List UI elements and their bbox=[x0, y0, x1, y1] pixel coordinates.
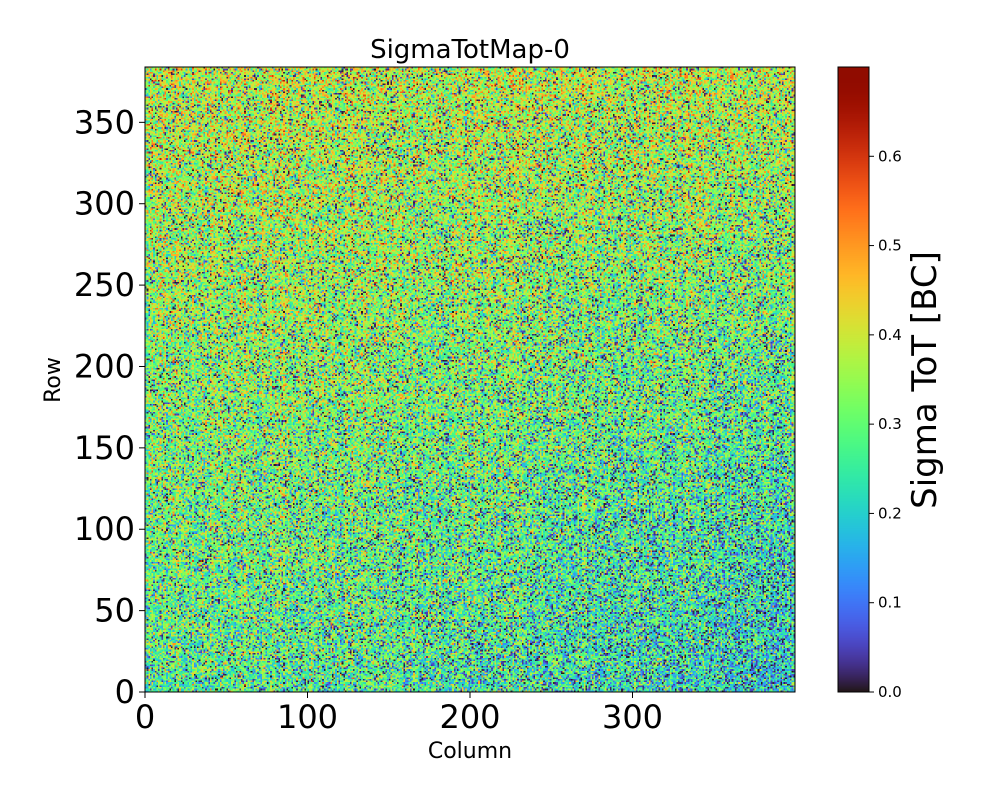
colorbar-tick-label: 0.0 bbox=[878, 683, 902, 701]
plot-frame bbox=[144, 66, 796, 693]
colorbar-ticks: 0.0 0.1 0.2 0.3 0.4 0.5 0.6 bbox=[869, 147, 902, 701]
colorbar-tick-label: 0.5 bbox=[878, 237, 902, 255]
colorbar-tick-label: 0.3 bbox=[878, 415, 902, 433]
y-tick-label: 250 bbox=[74, 266, 135, 304]
x-tick-label: 300 bbox=[602, 698, 663, 736]
x-tick-label: 200 bbox=[439, 698, 500, 736]
y-axis-ticks: 0 50 100 150 200 250 300 350 bbox=[74, 103, 145, 711]
x-tick-label: 100 bbox=[277, 698, 338, 736]
y-tick-label: 350 bbox=[74, 103, 135, 141]
x-tick-label: 0 bbox=[135, 698, 155, 736]
colorbar-tick-label: 0.1 bbox=[878, 594, 902, 612]
colorbar-frame bbox=[837, 66, 870, 693]
x-axis-label: Column bbox=[428, 739, 512, 764]
colorbar-label: Sigma ToT [BC] bbox=[905, 251, 945, 509]
y-tick-label: 200 bbox=[74, 347, 135, 385]
y-tick-label: 300 bbox=[74, 185, 135, 223]
y-tick-label: 150 bbox=[74, 429, 135, 467]
colorbar-tick-label: 0.2 bbox=[878, 504, 902, 522]
y-tick-label: 0 bbox=[115, 673, 135, 711]
y-tick-label: 100 bbox=[74, 510, 135, 548]
heatmap-image bbox=[145, 67, 795, 692]
y-tick-label: 50 bbox=[94, 592, 135, 630]
colorbar-gradient bbox=[838, 67, 869, 692]
colorbar-tick-label: 0.4 bbox=[878, 326, 902, 344]
colorbar-tick-label: 0.6 bbox=[878, 147, 902, 165]
y-axis-label: Row bbox=[41, 357, 66, 403]
chart-title: SigmaTotMap-0 bbox=[370, 35, 570, 65]
x-axis-ticks: 0 100 200 300 bbox=[135, 692, 663, 736]
